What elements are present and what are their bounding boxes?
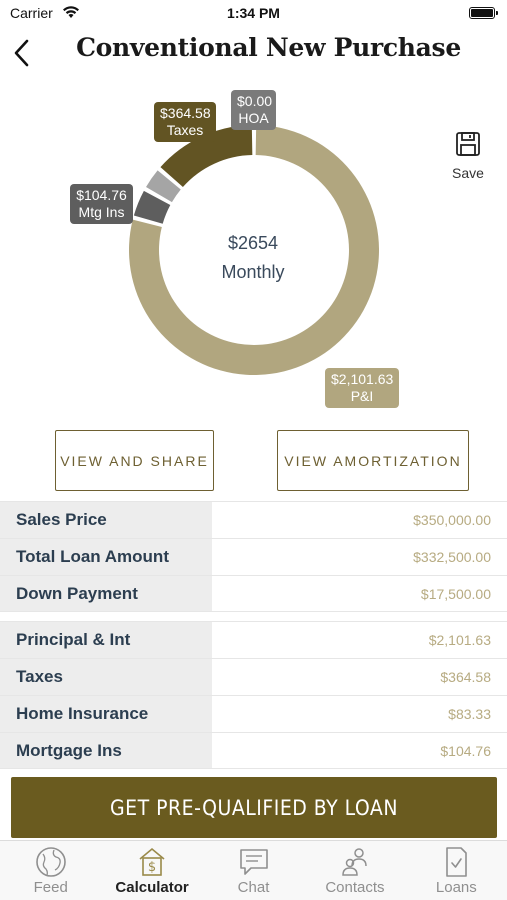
callout-hoa-amount: $0.00: [237, 93, 273, 109]
tab-bar: Feed $ Calculator Chat Contacts Loans: [0, 840, 507, 900]
callout-hoa: $0.00 HOA: [231, 90, 276, 130]
wifi-icon: [63, 6, 79, 18]
save-label: Save: [452, 165, 484, 181]
callout-mtg-ins: $104.76 Mtg Ins: [70, 184, 133, 224]
row-label: Total Loan Amount: [0, 539, 212, 575]
loans-icon: [446, 847, 468, 877]
callout-taxes-name: Taxes: [166, 122, 204, 138]
tab-loans[interactable]: Loans: [406, 841, 507, 900]
callout-mtg-ins-name: Mtg Ins: [78, 204, 125, 220]
row-label: Principal & Int: [0, 622, 212, 658]
page-title: Conventional New Purchase: [76, 33, 461, 62]
calculator-icon: $: [139, 847, 165, 876]
back-button[interactable]: [8, 36, 38, 70]
callout-mtg-ins-amount: $104.76: [76, 187, 127, 203]
row-label: Sales Price: [0, 502, 212, 538]
row-value: $364.58: [440, 669, 491, 685]
contacts-icon: [342, 848, 367, 876]
donut-svg: [129, 125, 379, 375]
view-and-share-button[interactable]: VIEW AND SHARE: [55, 430, 214, 491]
tab-contacts[interactable]: Contacts: [304, 841, 405, 900]
callout-pi-amount: $2,101.63: [331, 371, 394, 387]
get-prequalified-button[interactable]: GET PRE-QUALIFIED BY LOAN: [11, 777, 497, 838]
row-value: $332,500.00: [413, 549, 491, 565]
tab-label: Calculator: [115, 879, 189, 896]
row-label: Home Insurance: [0, 696, 212, 732]
battery-icon: [469, 7, 498, 19]
callout-taxes: $364.58 Taxes: [154, 102, 216, 142]
tab-chat[interactable]: Chat: [203, 841, 304, 900]
callout-hoa-name: HOA: [238, 110, 269, 126]
row-value: $350,000.00: [413, 512, 491, 528]
carrier-label: Carrier: [10, 5, 53, 21]
table-row: Principal & Int $2,101.63: [0, 621, 507, 658]
row-value: $17,500.00: [420, 586, 491, 602]
status-time: 1:34 PM: [227, 5, 280, 21]
donut-total-amount: $2654: [227, 233, 279, 253]
callout-pi-name: P&I: [350, 388, 374, 404]
view-amortization-button[interactable]: VIEW AMORTIZATION: [277, 430, 469, 491]
table-row: Home Insurance $83.33: [0, 695, 507, 732]
floppy-disk-icon: [456, 132, 480, 156]
table-row: Sales Price $350,000.00: [0, 501, 507, 538]
chevron-left-icon: [14, 39, 29, 67]
row-label: Down Payment: [0, 576, 212, 611]
row-value: $83.33: [448, 706, 491, 722]
donut-slice-home-insurance: [146, 170, 181, 203]
svg-text:$: $: [148, 860, 156, 875]
table-row: Total Loan Amount $332,500.00: [0, 538, 507, 575]
donut-slice-mtg-ins: [133, 190, 171, 224]
donut-center: $2654 Monthly: [153, 230, 353, 288]
tab-calculator[interactable]: $ Calculator: [101, 841, 202, 900]
status-bar: Carrier 1:34 PM: [0, 0, 507, 28]
table-row: Down Payment $17,500.00: [0, 575, 507, 612]
donut-total-label: Monthly: [221, 262, 285, 282]
chat-icon: [239, 849, 268, 875]
callout-taxes-amount: $364.58: [160, 105, 211, 121]
row-label: Mortgage Ins: [0, 733, 212, 768]
callout-pi: $2,101.63 P&I: [325, 368, 399, 408]
globe-icon: [35, 847, 66, 877]
save-button[interactable]: Save: [445, 131, 491, 181]
row-value: $2,101.63: [428, 632, 491, 648]
tab-label: Chat: [237, 879, 270, 896]
payment-breakdown-table: Principal & Int $2,101.63 Taxes $364.58 …: [0, 621, 507, 769]
tab-label: Feed: [33, 879, 68, 896]
tab-feed[interactable]: Feed: [0, 841, 101, 900]
tab-label: Loans: [435, 879, 477, 896]
table-row: Mortgage Ins $104.76: [0, 732, 507, 769]
table-row: Taxes $364.58: [0, 658, 507, 695]
row-label: Taxes: [0, 659, 212, 695]
tab-label: Contacts: [325, 879, 385, 896]
payment-donut-chart: $2654 Monthly $364.58 Taxes $0.00 HOA $1…: [0, 80, 507, 420]
donut-slice-taxes: [160, 125, 253, 187]
loan-summary-table: Sales Price $350,000.00 Total Loan Amoun…: [0, 501, 507, 612]
row-value: $104.76: [440, 743, 491, 759]
